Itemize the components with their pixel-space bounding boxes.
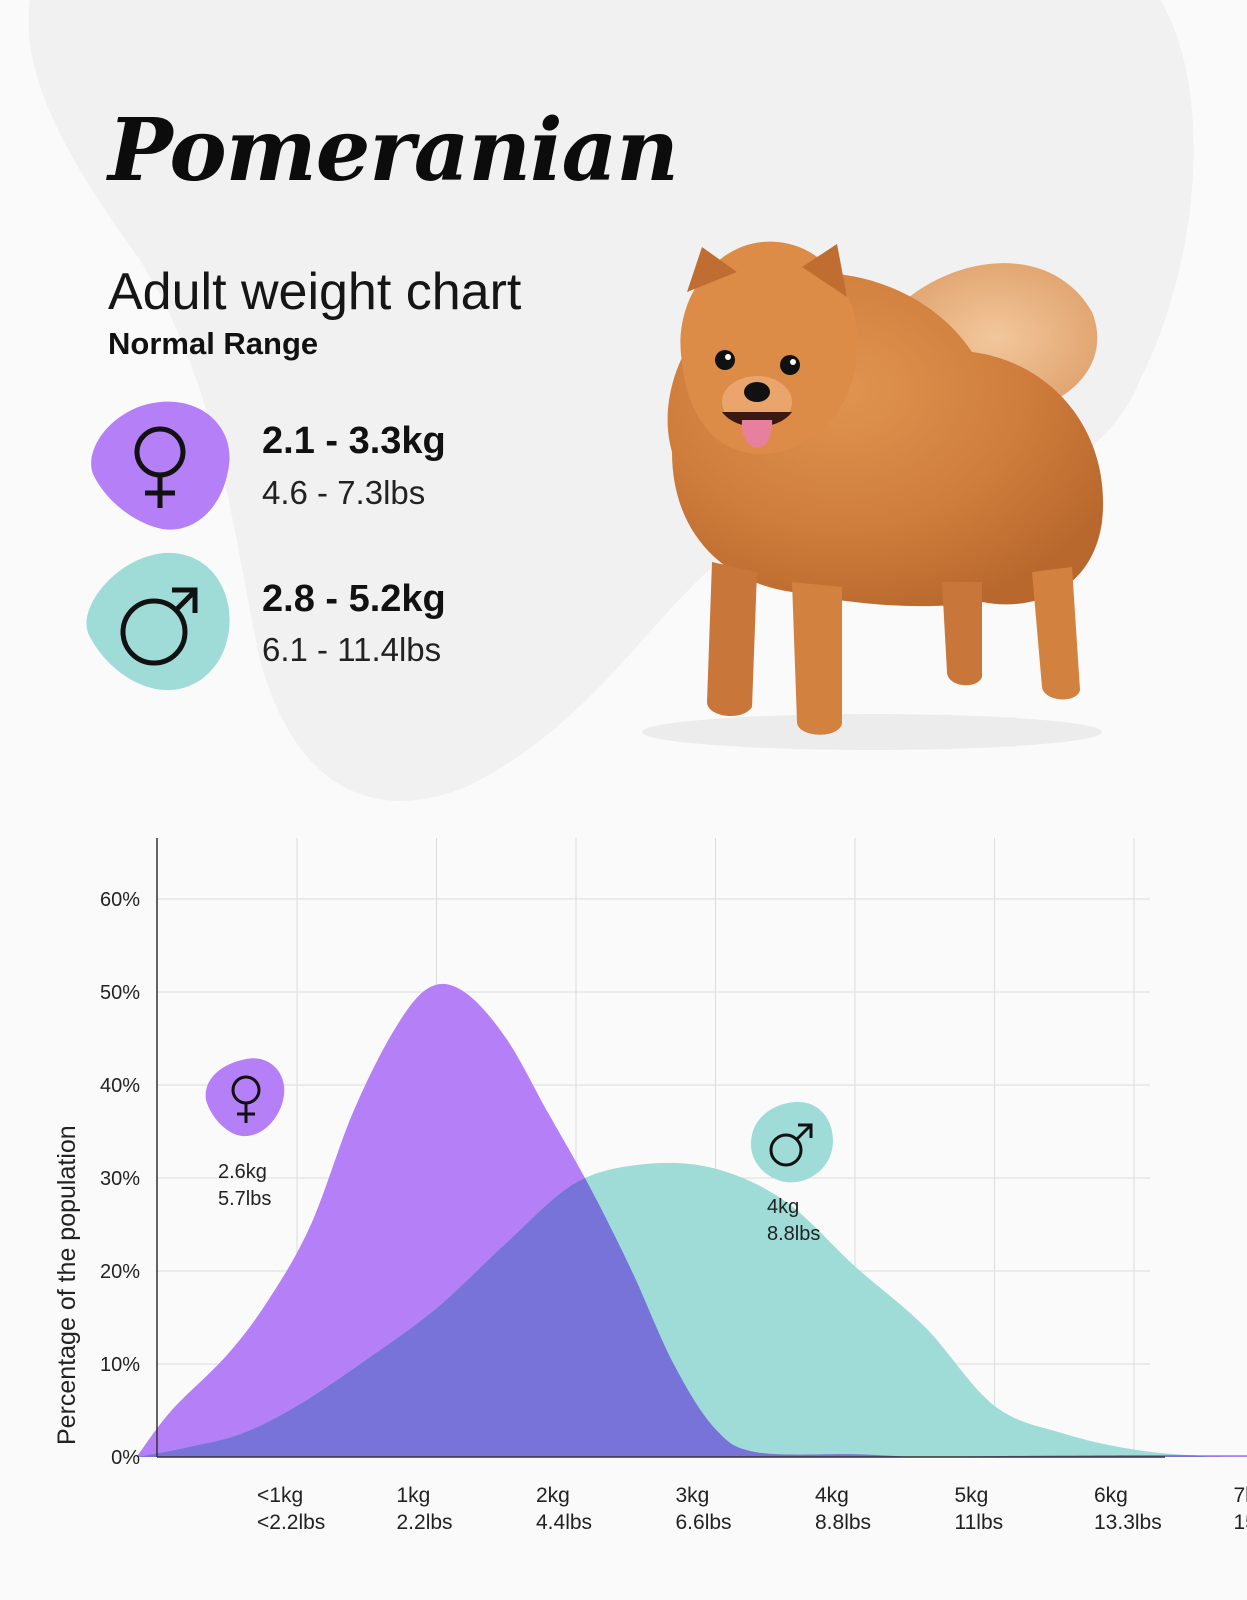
x-tick-label-lbs: 6.6lbs	[676, 1511, 732, 1534]
x-tick-label-kg: 5kg	[955, 1484, 989, 1507]
x-tick-label-kg: 7kg	[1234, 1484, 1247, 1507]
female-badge	[88, 396, 233, 534]
x-tick-label-lbs: 11lbs	[955, 1511, 1004, 1534]
x-tick-label-kg: 6kg	[1094, 1484, 1128, 1507]
x-tick-label-kg: 4kg	[815, 1484, 849, 1507]
y-axis-title: Percentage of the population	[53, 1125, 81, 1445]
female-annotation-blob	[205, 1058, 285, 1137]
y-tick-label: 30%	[100, 1168, 140, 1190]
x-axis-tick-labels: <1kg <2.2lbs 1kg 2.2lbs 2kg 4.4lbs 3kg 6.6lbs 4k…	[257, 1484, 1247, 1534]
x-tick-label-lbs: 4.4lbs	[536, 1511, 592, 1534]
x-tick-label-kg: 3kg	[676, 1484, 710, 1507]
x-tick-label-lbs: 13.3lbs	[1094, 1511, 1162, 1534]
y-tick-label: 0%	[111, 1447, 140, 1469]
female-kg-range: 2.1 - 3.3kg	[262, 420, 446, 462]
x-tick-label-kg: 1kg	[397, 1484, 431, 1507]
male-symbol-icon	[86, 552, 230, 691]
x-tick-label-lbs: <2.2lbs	[257, 1511, 325, 1534]
y-tick-label: 50%	[100, 982, 140, 1004]
y-axis-tick-labels: 0% 10% 20% 30% 40% 50% 60%	[100, 889, 140, 1469]
chart-axes	[156, 838, 1165, 1458]
y-tick-label: 60%	[100, 889, 140, 911]
male-badge	[84, 550, 234, 695]
male-symbol-icon	[769, 1123, 813, 1167]
female-symbol-icon	[231, 1075, 261, 1123]
background-blob	[0, 0, 1247, 820]
x-tick-label-kg: 2kg	[536, 1484, 570, 1507]
x-tick-label-kg: <1kg	[257, 1484, 303, 1507]
chart-subtitle: Adult weight chart	[108, 263, 522, 321]
male-kg-range: 2.8 - 5.2kg	[262, 578, 446, 620]
male-annotation: 4kg 8.8lbs	[750, 1101, 833, 1245]
x-tick-label-lbs: 15.3lbs	[1234, 1511, 1247, 1534]
y-tick-label: 20%	[100, 1261, 140, 1283]
male-annotation-blob	[750, 1101, 833, 1183]
normal-range-label: Normal Range	[108, 326, 319, 361]
male-lbs-range: 6.1 - 11.4lbs	[262, 631, 442, 668]
page-title: Pomeranian	[108, 100, 679, 201]
y-tick-label: 40%	[100, 1075, 140, 1097]
male-annotation-kg: 4kg	[767, 1196, 799, 1218]
y-tick-label: 10%	[100, 1354, 140, 1376]
female-symbol-icon	[91, 401, 230, 530]
female-lbs-range: 4.6 - 7.3lbs	[262, 474, 426, 511]
female-annotation: 2.6kg 5.7lbs	[205, 1058, 285, 1210]
male-annotation-lbs: 8.8lbs	[767, 1223, 820, 1245]
x-tick-label-lbs: 8.8lbs	[815, 1511, 871, 1534]
pomeranian-dog-image	[642, 241, 1104, 750]
female-annotation-lbs: 5.7lbs	[218, 1188, 271, 1210]
chart-areas	[136, 983, 1247, 1457]
x-tick-label-lbs: 2.2lbs	[397, 1511, 453, 1534]
female-annotation-kg: 2.6kg	[218, 1161, 267, 1183]
